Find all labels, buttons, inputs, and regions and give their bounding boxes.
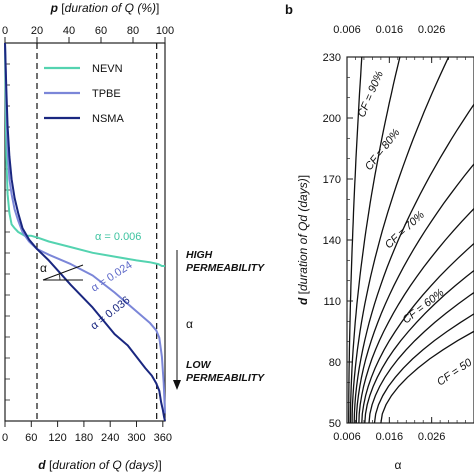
- high-permeability-line2: PERMEABILITY: [186, 262, 265, 274]
- top-tick-label: 20: [31, 25, 43, 37]
- panel-b-top-tick-label: 0.016: [376, 24, 404, 36]
- contour-line: [348, 57, 363, 423]
- contour-line: [358, 207, 474, 423]
- panel-b-top-tick-label: 0.006: [333, 24, 361, 36]
- panel-b-bottom-tick-label: 0.026: [418, 431, 446, 443]
- contour-line: [353, 103, 474, 423]
- bottom-tick-label: 180: [75, 432, 93, 444]
- top-axis-label: p [duration of Q (%)]: [50, 1, 160, 15]
- legend-label-nsma: NSMA: [92, 113, 124, 125]
- contour-line: [349, 57, 401, 423]
- panel-b-label: b: [285, 2, 293, 17]
- top-tick-label: 100: [156, 25, 174, 37]
- bottom-tick-label: 60: [25, 432, 37, 444]
- bottom-tick-label: 360: [154, 432, 172, 444]
- contour-label-60: CF = 60%: [400, 287, 446, 327]
- top-tick-label: 0: [2, 25, 8, 37]
- panel-b-y-tick-label: 50: [329, 418, 341, 430]
- panel-b: b 0.006 0.006 0.016 0.016 0.026 0.026 50 80 110…: [285, 2, 474, 472]
- contour-line: [361, 242, 474, 423]
- legend: NEVN TPBE NSMA: [44, 63, 124, 125]
- permeability-arrow-head: [173, 380, 181, 390]
- annotation-alpha-nsma: α = 0.036: [88, 294, 132, 332]
- contour-line: [368, 291, 474, 423]
- panel-b-y-tick-label: 230: [323, 52, 341, 64]
- series-line-tpbe: [4, 42, 166, 414]
- contour-line: [351, 57, 450, 423]
- contour-label-70: CF = 70%: [383, 209, 427, 251]
- panel-b-y-tick-label: 110: [323, 296, 341, 308]
- legend-label-tpbe: TPBE: [92, 88, 121, 100]
- panel-a: 0 20 40 60 80 100 0 60 120 180 240 300 360 p [durat…: [2, 1, 265, 472]
- bottom-tick-label: 300: [127, 432, 145, 444]
- series-line-nevn: [4, 42, 165, 267]
- panel-b-y-tick-label: 80: [329, 357, 341, 369]
- contour-line: [355, 162, 474, 423]
- panel-b-y-tick-label: 140: [323, 235, 341, 247]
- alpha-angle-arc: [58, 273, 61, 281]
- bottom-tick-label: 0: [2, 432, 8, 444]
- panel-b-y-tick-label: 200: [323, 113, 341, 125]
- top-tick-label: 80: [127, 25, 139, 37]
- top-tick-label: 40: [63, 25, 75, 37]
- contour-label-50: CF = 50: [435, 356, 474, 388]
- permeability-alpha-label: α: [186, 317, 193, 331]
- contour-line: [364, 269, 474, 423]
- bottom-axis-label: d [duration of Q (days)]: [38, 458, 161, 472]
- bottom-tick-label: 240: [101, 432, 119, 444]
- series-line-nsma: [4, 42, 166, 422]
- panel-b-x-axis-label: α: [395, 458, 402, 472]
- bottom-tick-label: 120: [48, 432, 66, 444]
- panel-b-top-tick-label: 0.026: [418, 24, 446, 36]
- contour-line: [380, 330, 474, 423]
- top-tick-label: 60: [95, 25, 107, 37]
- alpha-angle-symbol: α: [40, 261, 47, 275]
- legend-label-nevn: NEVN: [92, 63, 123, 75]
- panel-b-y-axis-label: d [duration of Qd (days)]: [296, 175, 310, 305]
- panel-b-y-tick-label: 170: [323, 174, 341, 186]
- contour-line: [373, 313, 474, 423]
- low-permeability-line1: LOW: [186, 359, 212, 371]
- annotation-alpha-nevn: α = 0.006: [95, 231, 141, 243]
- low-permeability-line2: PERMEABILITY: [186, 372, 265, 384]
- alpha-angle-slope: [42, 264, 84, 281]
- panel-b-bottom-tick-label: 0.016: [376, 431, 404, 443]
- panel-b-bottom-tick-label: 0.006: [333, 431, 361, 443]
- high-permeability-line1: HIGH: [186, 249, 213, 261]
